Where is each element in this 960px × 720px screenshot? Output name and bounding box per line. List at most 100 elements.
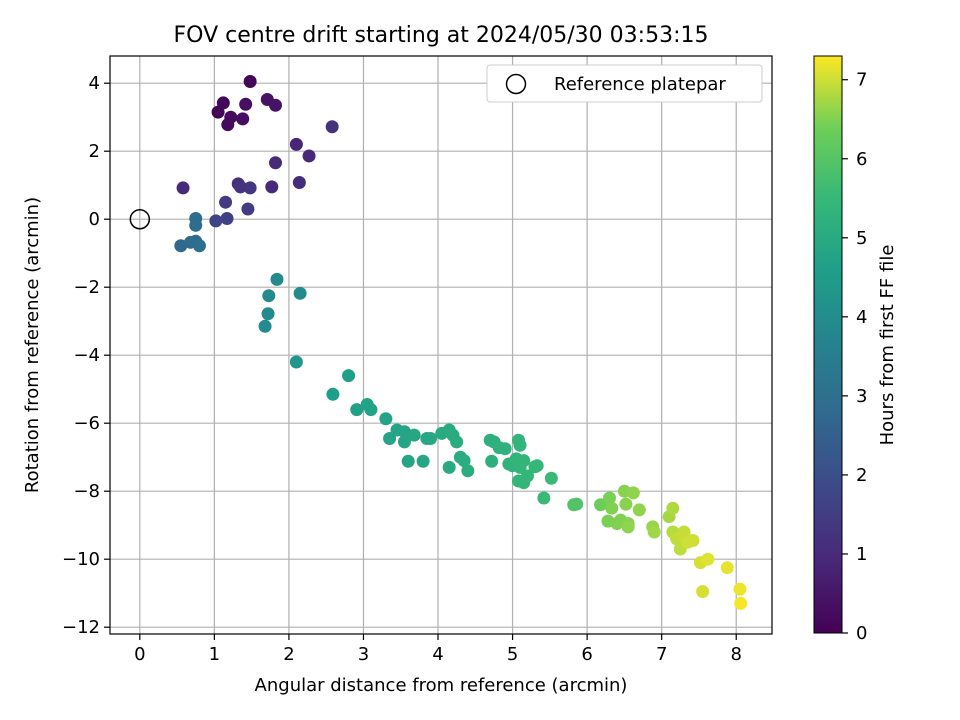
data-point [292, 175, 306, 189]
x-tick-label: 4 [432, 644, 443, 665]
x-axis-ticks: 0 1 2 3 4 5 6 7 8 [134, 634, 742, 665]
y-tick-label: −8 [73, 481, 100, 502]
data-point [686, 534, 700, 547]
x-tick-label: 1 [209, 644, 220, 665]
data-point [485, 454, 499, 468]
legend: Reference platepar [486, 64, 763, 103]
colorbar-label: Hours from first FF file [877, 245, 898, 446]
data-point [570, 497, 584, 511]
y-axis-ticks: −12 −10 −8 −6 −4 −2 0 2 4 [62, 73, 110, 638]
data-point [498, 442, 512, 456]
y-tick-label: −10 [62, 549, 100, 570]
data-point [530, 459, 544, 473]
x-axis-label: Angular distance from reference (arcmin) [255, 675, 628, 696]
data-point [517, 454, 531, 468]
data-point [293, 286, 307, 300]
plot-frame [109, 55, 773, 635]
colorbar-ticks: 0 1 2 3 4 5 6 7 [842, 70, 867, 644]
data-point [192, 239, 206, 253]
data-point [605, 501, 619, 515]
data-point [265, 180, 279, 194]
data-point [626, 486, 640, 500]
data-point [258, 319, 272, 333]
data-point [450, 435, 464, 449]
legend-entry-label: Reference platepar [554, 74, 726, 95]
data-point [383, 432, 397, 445]
data-point [621, 520, 635, 534]
data-point [397, 435, 411, 449]
colorbar-tick-label: 0 [856, 623, 867, 644]
data-point [325, 120, 339, 134]
legend-reference-icon [505, 73, 527, 95]
colorbar-tick-label: 6 [856, 149, 867, 170]
data-point [243, 75, 257, 88]
data-point [269, 98, 282, 112]
data-point [233, 180, 247, 194]
x-tick-label: 8 [730, 644, 741, 665]
data-point [289, 137, 303, 151]
data-points [174, 75, 748, 610]
data-point [220, 212, 234, 226]
data-point [461, 464, 475, 478]
data-point [241, 202, 255, 216]
x-tick-label: 7 [656, 644, 667, 665]
data-point [379, 412, 393, 426]
y-tick-label: −12 [62, 617, 100, 638]
data-point [401, 454, 415, 468]
y-tick-label: 0 [89, 209, 100, 230]
data-point [350, 403, 364, 417]
x-tick-label: 6 [581, 644, 592, 665]
colorbar-tick-label: 7 [856, 70, 867, 91]
data-point [364, 403, 378, 417]
data-point [594, 498, 608, 512]
data-point [701, 552, 715, 566]
data-point [236, 112, 250, 126]
data-point [189, 218, 203, 232]
data-point [666, 501, 680, 515]
data-point [243, 181, 257, 195]
x-tick-label: 3 [358, 644, 369, 665]
y-tick-label: −4 [73, 345, 100, 366]
chart-title: FOV centre drift starting at 2024/05/30 … [174, 23, 709, 48]
data-point [219, 195, 233, 209]
data-point [457, 454, 471, 468]
data-point [734, 596, 748, 610]
colorbar-tick-label: 1 [856, 544, 867, 565]
x-tick-label: 2 [283, 644, 294, 665]
data-point [216, 96, 230, 110]
data-point [342, 369, 356, 383]
x-tick-label: 0 [134, 644, 145, 665]
colorbar-tick-label: 3 [856, 386, 867, 407]
colorbar-tick-label: 2 [856, 465, 867, 486]
data-point [209, 214, 223, 228]
y-tick-label: −2 [73, 277, 100, 298]
reference-platepar-marker [129, 208, 151, 230]
data-point [262, 289, 276, 303]
data-point [513, 438, 527, 452]
data-point [269, 156, 282, 170]
data-point [537, 491, 551, 505]
colorbar-tick-label: 5 [856, 228, 867, 249]
data-point [442, 460, 456, 474]
data-point [520, 469, 534, 483]
data-point [677, 525, 691, 539]
data-point [289, 355, 303, 369]
data-point [602, 491, 616, 505]
y-axis-label: Rotation from reference (arcmin) [22, 197, 43, 493]
legend-box [486, 64, 763, 103]
colorbar [813, 55, 843, 634]
data-point [407, 428, 421, 442]
data-point [544, 471, 558, 485]
colorbar-tick-label: 4 [856, 307, 867, 328]
y-tick-label: 4 [89, 73, 100, 94]
data-point [619, 497, 633, 511]
data-point [176, 181, 190, 195]
data-point [720, 561, 734, 575]
data-point [647, 525, 661, 539]
data-point [733, 582, 747, 596]
data-point [239, 97, 253, 111]
data-point [696, 585, 710, 598]
y-tick-label: 2 [89, 141, 100, 162]
data-point [326, 387, 340, 401]
